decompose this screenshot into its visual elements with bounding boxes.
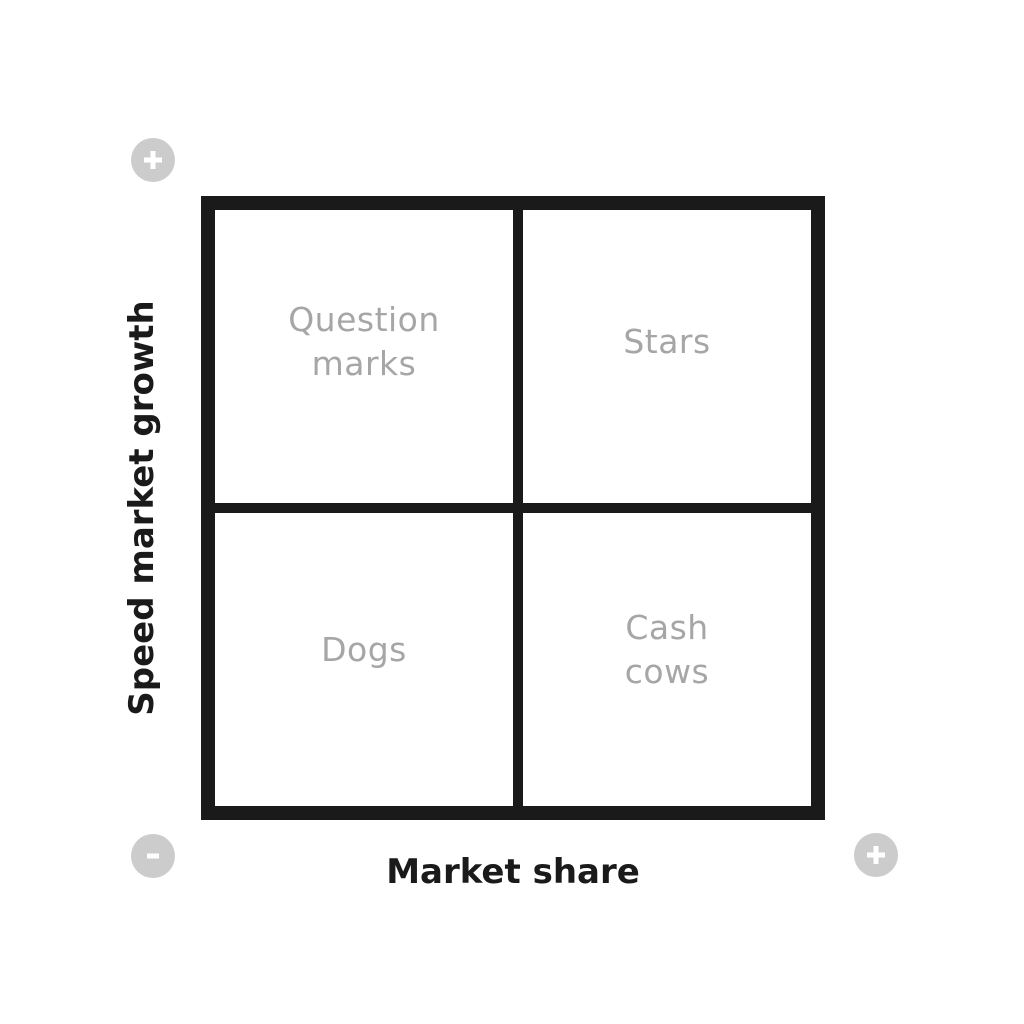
quadrant-dogs: Dogs	[215, 513, 513, 806]
horizontal-divider	[215, 503, 811, 513]
quadrant-label-line: Cash	[625, 607, 709, 647]
quadrant-label-line: Dogs	[321, 629, 407, 669]
y-axis-label: Speed market growth	[122, 300, 162, 716]
plus-icon	[854, 833, 898, 877]
quadrant-stars: Stars	[523, 210, 811, 503]
quadrant-label-line: Stars	[623, 321, 711, 361]
minus-icon	[131, 834, 175, 878]
x-axis-label: Market share	[386, 852, 640, 892]
quadrant-label-line: marks	[311, 343, 417, 383]
plus-icon	[131, 138, 175, 182]
quadrant-cash-cows: Cash cows	[523, 513, 811, 806]
bcg-matrix-grid: Question marks Stars Dogs Cash cows	[201, 196, 825, 820]
quadrant-label-line: Question	[288, 299, 440, 339]
quadrant-question-marks: Question marks	[215, 210, 513, 503]
quadrant-label-line: cows	[624, 651, 710, 691]
